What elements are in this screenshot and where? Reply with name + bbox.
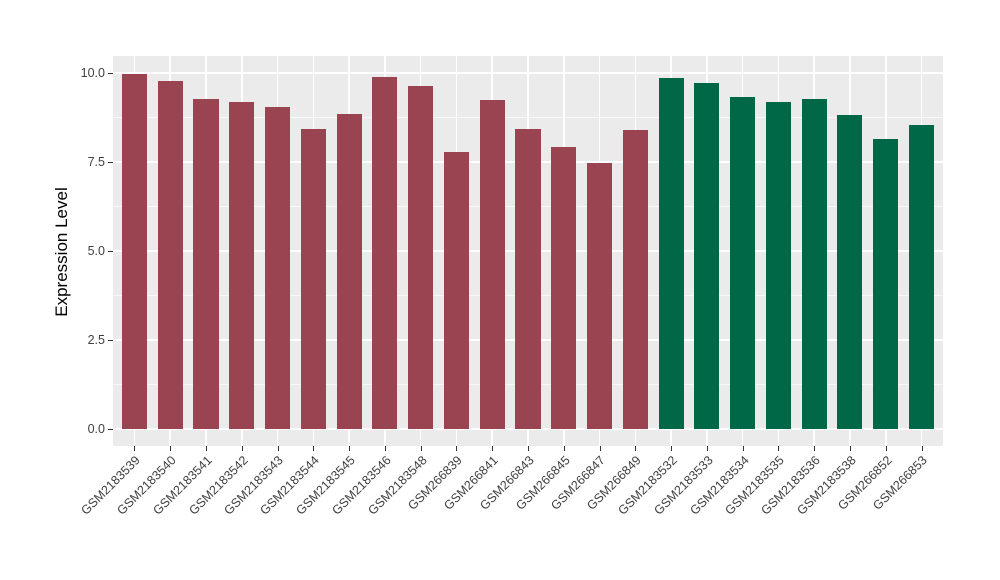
bar-GSM2183546: [372, 76, 398, 429]
x-tick-mark: [599, 446, 601, 451]
bar-GSM266845: [551, 147, 577, 429]
x-tick-mark: [814, 446, 816, 451]
bar-GSM2183535: [765, 102, 791, 429]
x-tick-mark: [420, 446, 422, 451]
bar-GSM2183533: [694, 82, 720, 429]
x-tick-mark: [134, 446, 136, 451]
y-tick-mark: [108, 340, 113, 341]
plot-panel: [113, 56, 943, 446]
x-tick-mark: [241, 446, 243, 451]
y-tick-mark: [108, 251, 113, 252]
bar-GSM266839: [443, 152, 469, 429]
x-tick-mark: [492, 446, 494, 451]
bar-GSM2183544: [300, 128, 326, 429]
bar-GSM2183539: [121, 74, 147, 429]
bar-GSM2183548: [408, 85, 434, 429]
y-tick-label: 0.0: [87, 422, 105, 436]
bar-GSM266852: [873, 138, 899, 429]
x-tick-mark: [742, 446, 744, 451]
x-tick-mark: [671, 446, 673, 451]
y-tick-mark: [108, 429, 113, 430]
x-tick-mark: [635, 446, 637, 451]
x-tick-mark: [778, 446, 780, 451]
bar-GSM2183541: [193, 98, 219, 429]
bar-GSM2183536: [801, 99, 827, 429]
x-tick-mark: [563, 446, 565, 451]
bar-GSM266853: [909, 124, 935, 429]
bar-GSM2183532: [658, 77, 684, 429]
bar-GSM266849: [622, 129, 648, 429]
bar-GSM2183540: [157, 81, 183, 429]
x-tick-mark: [456, 446, 458, 451]
x-tick-mark: [206, 446, 208, 451]
y-tick-mark: [108, 73, 113, 74]
bar-GSM2183542: [229, 102, 255, 429]
y-tick-label: 7.5: [87, 155, 105, 169]
bar-GSM266841: [479, 100, 505, 429]
bar-GSM2183543: [265, 106, 291, 429]
x-tick-mark: [528, 446, 529, 451]
x-tick-mark: [706, 446, 708, 451]
x-tick-mark: [277, 446, 279, 451]
x-tick-mark: [170, 446, 172, 451]
x-tick-mark: [849, 446, 851, 451]
bar-GSM2183538: [837, 114, 863, 429]
bar-GSM2183545: [336, 113, 362, 429]
x-tick-mark: [885, 446, 887, 451]
y-tick-label: 10.0: [80, 66, 105, 80]
x-tick-mark: [921, 446, 923, 451]
y-tick-label: 2.5: [87, 333, 105, 347]
bar-GSM266843: [515, 129, 541, 429]
bar-GSM2183534: [730, 97, 756, 429]
bar-GSM266847: [587, 163, 613, 429]
x-tick-mark: [313, 446, 315, 451]
x-tick-mark: [384, 446, 386, 451]
x-tick-mark: [349, 446, 351, 451]
y-tick-label: 5.0: [87, 244, 105, 258]
y-tick-mark: [108, 162, 113, 163]
